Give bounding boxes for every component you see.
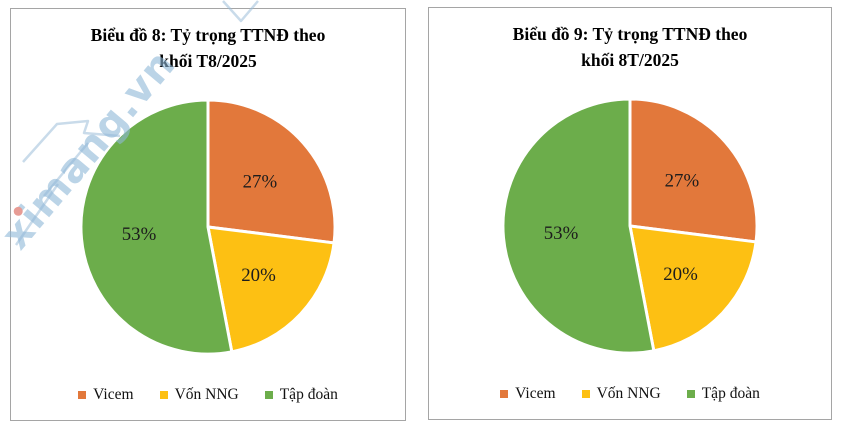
pie-slice-label-vicem: 27% (243, 172, 278, 193)
pie-slice-tap-doan (79, 98, 234, 356)
legend-item-tap-doan: Tập đoàn (264, 386, 338, 404)
legend-swatch-vicem-icon (78, 391, 87, 399)
legend-label: Tập đoàn (279, 386, 338, 403)
legend-label: Vicem (93, 386, 134, 403)
chart-legend: Vicem Vốn NNG Tập đoàn (500, 385, 760, 403)
legend-item-von-nng: Vốn NNG (581, 385, 661, 403)
chart-legend: Vicem Vốn NNG Tập đoàn (78, 386, 338, 404)
legend-item-vicem: Vicem (78, 386, 134, 404)
pie-slice-von-nng (206, 225, 336, 354)
legend-label: Vốn NNG (174, 386, 239, 403)
chart-title: Biểu đồ 9: Tỷ trọng TTNĐ theo khối 8T/20… (513, 21, 748, 73)
chart-title-line1: Biểu đồ 8: Tỷ trọng TTNĐ theo (90, 25, 326, 45)
legend-label: Vốn NNG (596, 385, 661, 402)
pie-slice-label-von-nng: 20% (241, 265, 276, 286)
pie-slice-von-nng (628, 224, 758, 353)
pie-chart: 27% 20% 53% (501, 97, 759, 355)
pie-slice-tap-doan (501, 97, 656, 355)
pie-chart: 27% 20% 53% (79, 98, 337, 356)
chart-title-line1: Biểu đồ 9: Tỷ trọng TTNĐ theo (512, 24, 748, 44)
legend-item-tap-doan: Tập đoàn (686, 385, 760, 403)
legend-swatch-vicem-icon (500, 390, 509, 398)
legend-swatch-von-nng-icon (159, 391, 168, 399)
chart-title-line2: khối 8T/2025 (581, 50, 679, 70)
legend-swatch-tap-doan-icon (686, 390, 695, 398)
pie-slice-label-vicem: 27% (665, 171, 700, 192)
chart-panel-right: Biểu đồ 9: Tỷ trọng TTNĐ theo khối 8T/20… (428, 7, 832, 420)
legend-swatch-von-nng-icon (581, 390, 590, 398)
legend-label: Tập đoàn (701, 385, 760, 402)
pie-slice-label-tap-doan: 53% (122, 224, 157, 245)
pie-slice-label-von-nng: 20% (663, 264, 698, 285)
legend-item-von-nng: Vốn NNG (159, 386, 239, 404)
pie-slice-vicem (206, 98, 337, 245)
pie-slice-label-tap-doan: 53% (544, 223, 579, 244)
pie-slice-vicem (628, 97, 759, 244)
chart-title: Biểu đồ 8: Tỷ trọng TTNĐ theo khối T8/20… (91, 22, 326, 74)
legend-item-vicem: Vicem (500, 385, 556, 403)
legend-label: Vicem (515, 385, 556, 402)
chart-panel-left: Biểu đồ 8: Tỷ trọng TTNĐ theo khối T8/20… (10, 8, 406, 421)
chart-title-line2: khối T8/2025 (159, 51, 257, 71)
legend-swatch-tap-doan-icon (264, 391, 273, 399)
